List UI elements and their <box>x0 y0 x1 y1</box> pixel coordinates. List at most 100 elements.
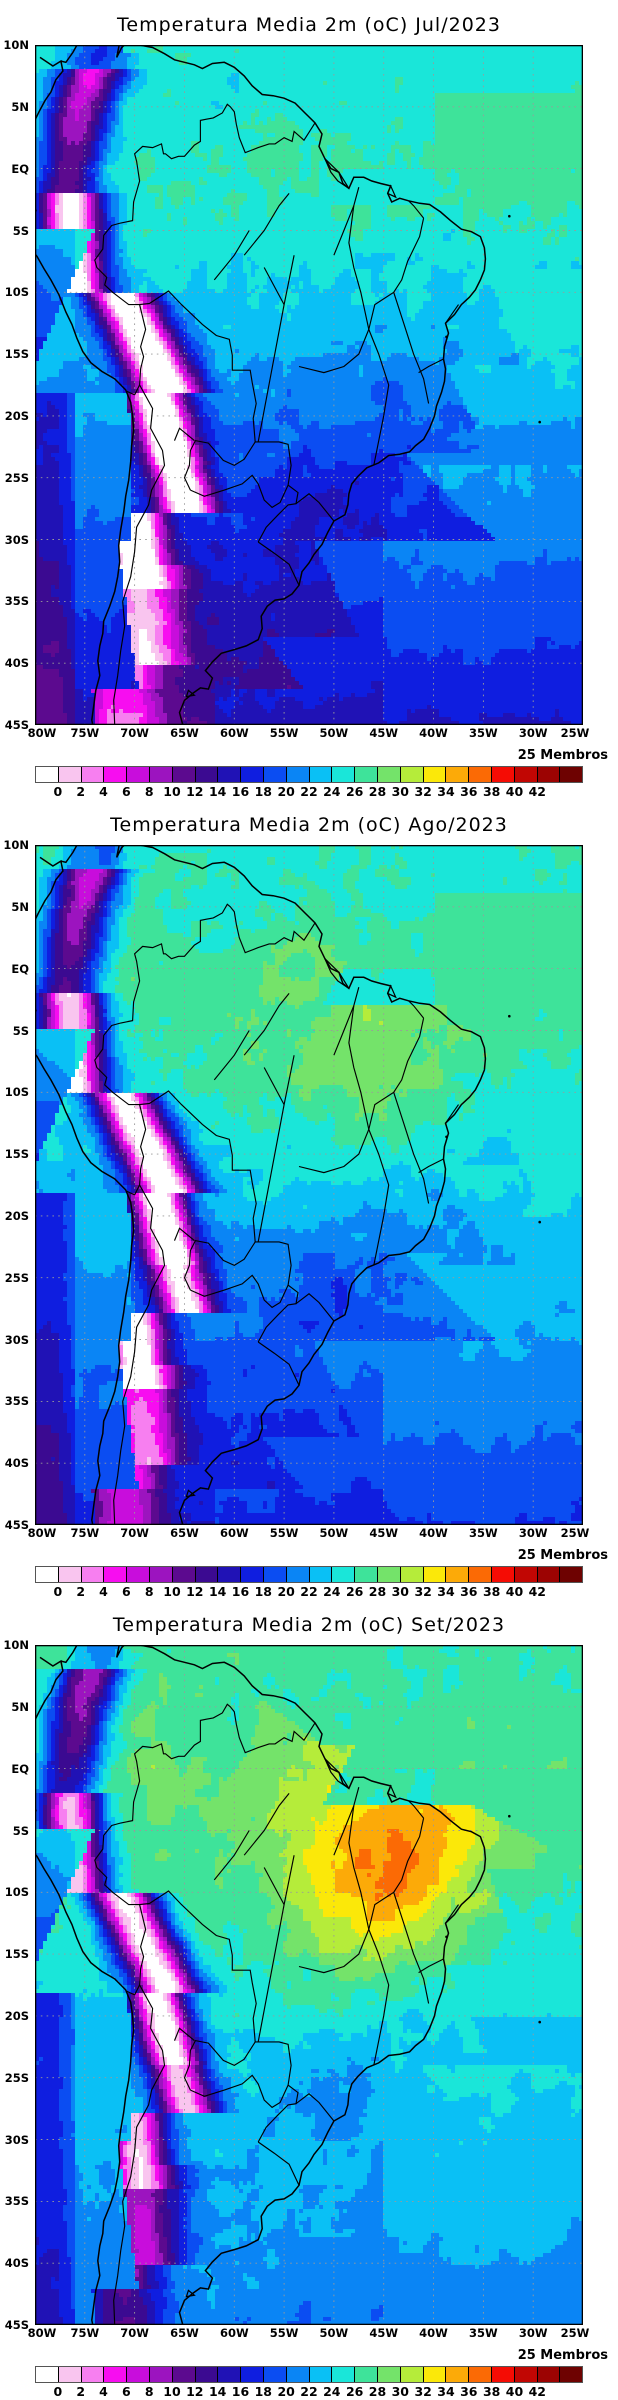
latitude-tick: 35S <box>4 1394 29 1409</box>
longitude-tick: 35W <box>469 726 498 740</box>
members-label: 25 Membros <box>517 1548 608 1563</box>
longitude-tick: 35W <box>469 1526 498 1540</box>
latitude-axis: 10N 5N EQ 5S 10S 15S 20S 25S 30S 35S 40S 45S <box>0 38 33 732</box>
panel-title: Temperatura Media 2m (oC) Set/2023 <box>112 1614 506 1636</box>
latitude-tick: EQ <box>11 961 29 976</box>
colorbar-tick: 4 <box>99 1584 108 1599</box>
colorbar-swatch <box>400 767 424 782</box>
colorbar-tick: 36 <box>460 2384 478 2399</box>
colorbar-swatch <box>149 1567 173 1582</box>
colorbar-swatch <box>423 767 447 782</box>
colorbar-swatch <box>263 767 287 782</box>
longitude-tick: 30W <box>518 726 548 740</box>
colorbar-tick: 36 <box>460 1584 478 1599</box>
colorbar-swatch <box>241 2367 264 2382</box>
longitude-tick: 30W <box>518 2326 548 2340</box>
longitude-tick: 70W <box>120 2326 149 2340</box>
latitude-tick: 10S <box>4 1885 29 1900</box>
longitude-tick: 75W <box>70 1526 100 1540</box>
latitude-tick: 40S <box>4 1456 29 1471</box>
longitude-tick: 60W <box>219 2326 249 2340</box>
colorbar-tick: 12 <box>186 1584 204 1599</box>
colorbar-swatch <box>537 767 561 782</box>
latitude-tick: 5N <box>11 899 29 914</box>
latitude-tick: 15S <box>4 347 29 362</box>
colorbar-swatch <box>195 2367 219 2382</box>
colorbar-swatch <box>514 2367 538 2382</box>
colorbar-swatch <box>469 1567 492 1582</box>
colorbar-tick: 2 <box>76 2384 86 2399</box>
colorbar-swatch <box>218 767 242 782</box>
colorbar-swatch <box>491 767 515 782</box>
map-panel-set: Temperatura Media 2m (oC) Set/2023 10N 5N E… <box>0 1600 618 2400</box>
colorbar-swatch <box>537 1567 561 1582</box>
colorbar-swatch <box>377 2367 401 2382</box>
colorbar-swatch <box>81 767 105 782</box>
colorbar-tick: 38 <box>482 1584 501 1599</box>
colorbar-tick: 16 <box>231 784 250 799</box>
colorbar-tick: 22 <box>300 1584 318 1599</box>
colorbar-swatch <box>446 767 470 782</box>
panel-title: Temperatura Media 2m (oC) Ago/2023 <box>110 814 508 836</box>
colorbar-tick: 22 <box>300 2384 318 2399</box>
colorbar-tick: 14 <box>208 784 227 799</box>
colorbar-tick: 30 <box>391 2384 409 2399</box>
colorbar-tick: 32 <box>414 784 432 799</box>
colorbar-swatch <box>400 1567 424 1582</box>
longitude-tick: 80W <box>27 1526 57 1540</box>
longitude-tick: 50W <box>319 1526 349 1540</box>
colorbar-swatch <box>58 1567 82 1582</box>
latitude-axis: 10N 5N EQ 5S 10S 15S 20S 25S 30S 35S 40S 45S <box>0 838 33 1532</box>
colorbar-swatch <box>218 2367 242 2382</box>
latitude-tick: 35S <box>4 2194 29 2209</box>
colorbar-tick: 0 <box>53 1584 63 1599</box>
colorbar-swatch <box>491 2367 515 2382</box>
colorbar-tick: 26 <box>345 784 364 799</box>
colorbar-tick: 40 <box>505 784 524 799</box>
colorbar-swatch <box>332 767 356 782</box>
colorbar-tick: 20 <box>277 2384 295 2399</box>
longitude-tick: 35W <box>469 2326 498 2340</box>
colorbar-tick: 40 <box>505 2384 524 2399</box>
longitude-tick: 65W <box>170 1526 199 1540</box>
latitude-tick: 5S <box>12 1823 29 1838</box>
colorbar-swatch <box>446 2367 470 2382</box>
colorbar-swatch <box>241 767 264 782</box>
colorbar-ticks: 0 2 4 6 8 10 12 14 16 18 20 22 24 26 28 30 32 34 36 38 40 42 <box>35 784 583 800</box>
colorbar-tick: 18 <box>254 1584 272 1599</box>
map-panel-jul: Temperatura Media 2m (oC) Jul/2023 10N 5N E… <box>0 0 618 800</box>
colorbar-tick: 6 <box>121 784 131 799</box>
colorbar-tick: 40 <box>505 1584 524 1599</box>
colorbar-tick: 34 <box>437 784 455 799</box>
colorbar-swatch <box>423 1567 447 1582</box>
latitude-tick: 15S <box>4 1947 29 1962</box>
colorbar-tick: 32 <box>414 2384 432 2399</box>
latitude-tick: EQ <box>11 1761 29 1776</box>
members-label: 25 Membros <box>517 748 608 763</box>
colorbar-swatch <box>560 2367 583 2382</box>
colorbar-tick: 42 <box>528 2384 546 2399</box>
latitude-tick: 15S <box>4 1147 29 1162</box>
colorbar-swatch <box>286 767 310 782</box>
longitude-tick: 60W <box>219 1526 249 1540</box>
latitude-axis: 10N 5N EQ 5S 10S 15S 20S 25S 30S 35S 40S 45S <box>0 1638 33 2332</box>
colorbar-tick: 0 <box>53 2384 63 2399</box>
latitude-tick: 20S <box>4 1208 29 1223</box>
colorbar-swatch <box>127 767 150 782</box>
longitude-tick: 70W <box>120 1526 149 1540</box>
colorbar-swatch <box>309 2367 333 2382</box>
colorbar-tick: 22 <box>300 784 318 799</box>
longitude-axis: 80W 75W 70W 65W 60W 55W 50W 45W 40W 35W 30W 25W <box>28 2326 590 2344</box>
colorbar-swatch <box>377 1567 401 1582</box>
longitude-tick: 55W <box>269 726 299 740</box>
colorbar-tick: 10 <box>163 784 181 799</box>
panel-title: Temperatura Media 2m (oC) Jul/2023 <box>117 14 501 36</box>
map-panel-ago: Temperatura Media 2m (oC) Ago/2023 10N 5N E… <box>0 800 618 1600</box>
colorbar-swatch <box>172 767 196 782</box>
colorbar-swatch <box>263 2367 287 2382</box>
colorbar-tick: 12 <box>186 2384 204 2399</box>
colorbar-swatch <box>469 2367 492 2382</box>
colorbar-swatch <box>355 767 378 782</box>
colorbar-tick: 4 <box>99 784 108 799</box>
colorbar <box>35 766 583 783</box>
